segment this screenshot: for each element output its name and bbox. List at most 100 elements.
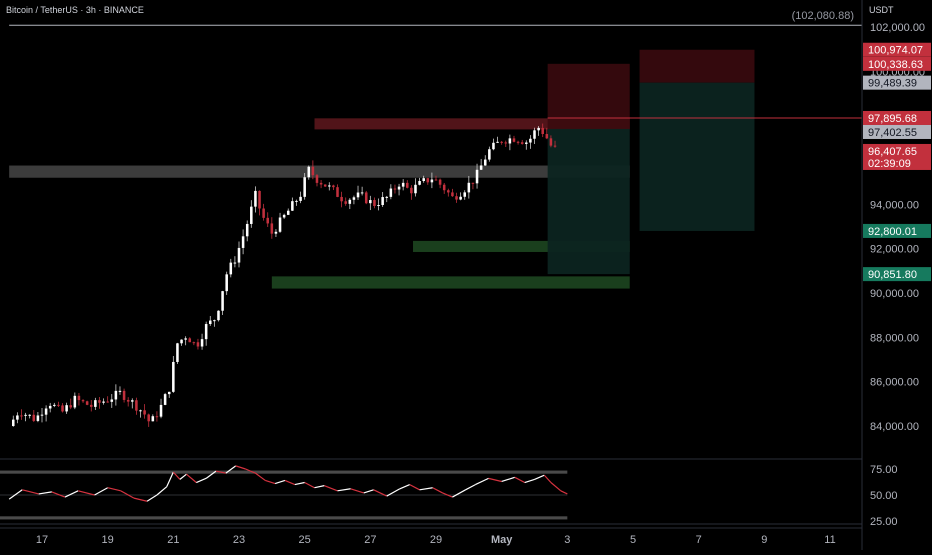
candle-body: [410, 187, 413, 194]
last-price-text: 96,407.65: [868, 146, 917, 158]
candle-body: [459, 196, 462, 200]
price-labels: 100,974.07 100,338.63 99,489.39 97,895.68 97…: [863, 42, 931, 282]
price-label-gray: [863, 75, 931, 90]
rsi-segment: [172, 471, 181, 480]
candle-body: [533, 130, 536, 139]
candle-body: [73, 395, 77, 408]
rsi-segment: [524, 478, 535, 484]
candle-body: [520, 142, 524, 144]
candle-body: [245, 223, 249, 237]
zone-reward: [547, 128, 630, 275]
rsi-segment: [77, 490, 95, 496]
candle-body: [541, 127, 544, 135]
candle-body: [213, 320, 216, 322]
candle-body: [488, 149, 491, 160]
candle-body: [332, 185, 335, 188]
candle-body: [81, 400, 85, 402]
candle-body: [356, 192, 360, 198]
candle-body: [401, 182, 405, 187]
candle-body: [492, 142, 495, 150]
zone-support: [271, 276, 630, 289]
candle-body: [241, 236, 245, 248]
candle-body: [159, 404, 163, 417]
zone-support: [413, 240, 630, 252]
candle-body: [344, 201, 347, 204]
candle-body: [184, 338, 187, 340]
candle-body: [504, 142, 508, 144]
price-tick-label: 84,000.00: [870, 421, 919, 433]
rsi-segment: [419, 487, 433, 491]
rsi-segment: [146, 494, 158, 502]
candle-body: [422, 178, 425, 181]
candle-body: [102, 401, 105, 403]
price-tick-label: 86,000.00: [870, 377, 919, 389]
rsi-segment: [386, 488, 401, 497]
rsi-segment: [475, 477, 489, 486]
candle-body: [196, 342, 200, 347]
time-tick-label: 23: [233, 534, 245, 546]
rsi-segment: [304, 481, 315, 489]
candle-body: [229, 262, 233, 275]
rsi-segment: [235, 465, 246, 470]
candle-body: [204, 324, 208, 340]
rsi-segment: [514, 476, 525, 484]
rsi-segment: [8, 489, 23, 500]
rsi-segment: [442, 492, 453, 498]
price-tick-label: 94,000.00: [870, 199, 919, 211]
zone-risk: [639, 49, 755, 83]
price-tick-label: 88,000.00: [870, 332, 919, 344]
rsi-segment: [337, 488, 351, 492]
candle-body: [89, 404, 93, 407]
rsi-tick-label: 25.00: [870, 516, 898, 528]
candle-body: [237, 247, 241, 263]
candle-body: [250, 206, 253, 224]
candle-body: [328, 185, 331, 187]
rsi-segment: [452, 489, 466, 498]
candle-body: [393, 188, 397, 190]
candle-body: [360, 192, 364, 194]
zone-resistance: [314, 118, 630, 130]
time-tick-label: 11: [824, 534, 835, 546]
rsi-segment: [225, 465, 237, 474]
rsi-segment: [255, 472, 266, 481]
price-label-red: [863, 56, 931, 71]
rsi-band: [0, 516, 568, 520]
candle-body: [65, 405, 68, 412]
candle-body: [44, 408, 48, 415]
rsi-segment: [51, 491, 66, 498]
rsi-segment: [215, 470, 226, 474]
candle-body: [438, 179, 442, 185]
candle-body: [270, 223, 274, 234]
price-label-text: 97,402.55: [868, 127, 917, 139]
candle-body: [188, 338, 192, 343]
candle-body: [397, 186, 401, 190]
candle-body: [176, 343, 179, 362]
price-tick-label: 90,000.00: [870, 288, 919, 300]
candle-body: [295, 200, 298, 202]
candle-body: [163, 394, 167, 405]
candle-body: [426, 178, 430, 183]
candle-body: [385, 196, 389, 198]
candle-body: [151, 416, 155, 422]
rsi-segment: [284, 479, 296, 486]
zone-risk: [547, 63, 630, 129]
currency-label[interactable]: USDT: [869, 5, 894, 15]
price-label-gray: [863, 124, 931, 139]
rsi-segment: [38, 491, 52, 495]
time-tick-label: 25: [299, 534, 311, 546]
candle-body: [286, 210, 290, 215]
time-tick-label: 7: [696, 534, 702, 546]
rsi-segment: [534, 474, 545, 480]
rsi-segment: [120, 490, 135, 499]
candle-body: [57, 404, 60, 406]
price-label-text: 97,895.68: [868, 113, 917, 125]
candle-body: [28, 414, 31, 416]
candle-body: [172, 361, 175, 392]
candle-body: [303, 177, 306, 197]
candle-body: [24, 414, 27, 416]
rsi-segment: [409, 484, 420, 491]
candle-body: [36, 415, 40, 421]
rsi-segment: [488, 477, 502, 483]
